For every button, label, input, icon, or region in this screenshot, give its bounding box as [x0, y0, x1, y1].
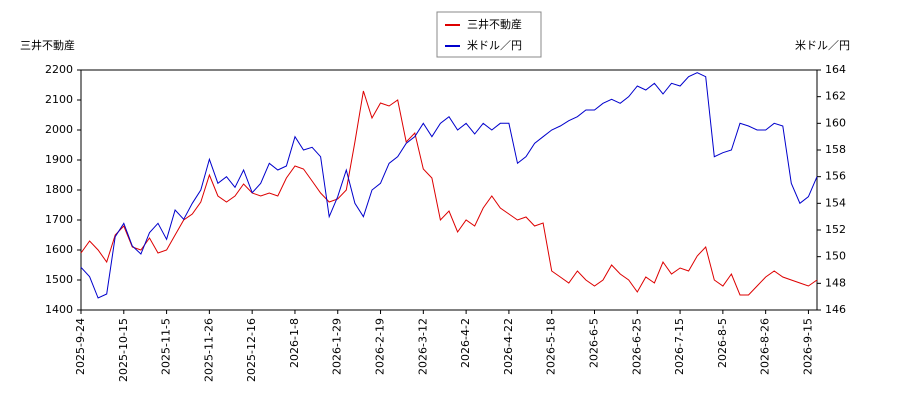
y-tick-label: 2100 — [45, 93, 73, 106]
y2-tick-label: 156 — [825, 170, 846, 183]
x-tick-label: 2026-4-2 — [459, 318, 472, 368]
y2-tick-label: 158 — [825, 143, 846, 156]
y2-tick-label: 148 — [825, 276, 846, 289]
y-tick-label: 1800 — [45, 183, 73, 196]
y-tick-label: 1500 — [45, 273, 73, 286]
y2-tick-label: 150 — [825, 250, 846, 263]
y2-tick-label: 154 — [825, 196, 846, 209]
x-tick-label: 2026-4-22 — [502, 318, 515, 375]
plot-frame — [80, 69, 818, 311]
x-tick-label: 2025-12-16 — [245, 318, 258, 382]
legend-label: 三井不動産 — [467, 17, 522, 31]
x-tick-label: 2025-10-15 — [117, 318, 130, 382]
x-tick-label: 2026-6-5 — [587, 318, 600, 368]
series-line — [80, 90, 818, 296]
y2-tick-label: 146 — [825, 303, 846, 316]
series-line — [80, 72, 818, 299]
x-tick-label: 2026-7-15 — [673, 318, 686, 375]
legend-box — [436, 11, 542, 58]
legend-label: 米ドル／円 — [467, 39, 522, 52]
x-tick-label: 2026-1-29 — [331, 318, 344, 375]
y-tick-label: 1900 — [45, 153, 73, 166]
y-tick-label: 2200 — [45, 63, 73, 76]
y2-axis-label: 米ドル／円 — [795, 39, 850, 52]
y-tick-label: 1400 — [45, 303, 73, 316]
y-tick-label: 1600 — [45, 243, 73, 256]
x-tick-label: 2026-9-15 — [801, 318, 814, 375]
y2-tick-label: 152 — [825, 223, 846, 236]
y2-tick-label: 160 — [825, 116, 846, 129]
y-tick-label: 2000 — [45, 123, 73, 136]
x-tick-label: 2026-1-8 — [288, 318, 301, 368]
x-tick-label: 2026-8-26 — [759, 318, 772, 375]
y-tick-label: 1700 — [45, 213, 73, 226]
x-tick-label: 2026-3-12 — [416, 318, 429, 375]
x-tick-label: 2025-11-26 — [202, 318, 215, 382]
x-tick-label: 2025-9-24 — [74, 318, 87, 375]
y-axis-label: 三井不動産 — [20, 38, 75, 52]
x-tick-label: 2026-8-5 — [716, 318, 729, 368]
x-tick-label: 2026-6-25 — [630, 318, 643, 375]
x-tick-label: 2026-5-18 — [545, 318, 558, 375]
y2-tick-label: 164 — [825, 63, 846, 76]
x-tick-label: 2026-2-19 — [374, 318, 387, 375]
x-tick-label: 2025-11-5 — [160, 318, 173, 375]
y2-tick-label: 162 — [825, 90, 846, 103]
